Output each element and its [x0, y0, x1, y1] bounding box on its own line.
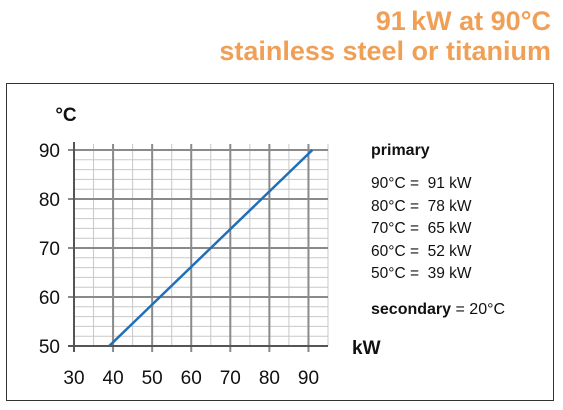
- chart-subtitle: stainless steel or titanium: [219, 36, 551, 66]
- x-tick-label: 90: [298, 368, 319, 389]
- x-tick-label: 40: [103, 368, 124, 389]
- legend-title: primary: [371, 142, 430, 159]
- legend-entry: 80°C = 78 kW: [371, 197, 472, 215]
- y-tick-label: 60: [39, 288, 60, 309]
- chart-panel: [6, 83, 554, 401]
- y-tick-label: 90: [39, 141, 60, 162]
- x-tick-label: 80: [259, 368, 280, 389]
- x-tick-label: 30: [63, 368, 84, 389]
- series-line-primary: [108, 149, 314, 347]
- legend-entry: 90°C = 91 kW: [371, 175, 472, 192]
- x-tick-label: 60: [181, 368, 202, 389]
- y-tick-label: 70: [39, 239, 60, 260]
- chart-title: 91 kW at 90°C: [375, 6, 551, 36]
- y-tick-label: 80: [39, 190, 60, 211]
- legend-entry: 60°C = 52 kW: [371, 242, 472, 260]
- x-tick-label: 50: [142, 368, 163, 389]
- legend-entry: 70°C = 65 kW: [371, 220, 472, 237]
- y-axis-label: °C: [55, 105, 77, 126]
- x-axis-label: kW: [352, 338, 381, 359]
- secondary-value: = 20°C: [455, 301, 506, 318]
- y-tick-label: 50: [39, 337, 60, 358]
- secondary-annotation: secondary = 20°C: [371, 301, 505, 319]
- secondary-label: secondary: [371, 301, 452, 318]
- legend-entry: 50°C = 39 kW: [371, 265, 472, 282]
- x-tick-label: 70: [220, 368, 241, 389]
